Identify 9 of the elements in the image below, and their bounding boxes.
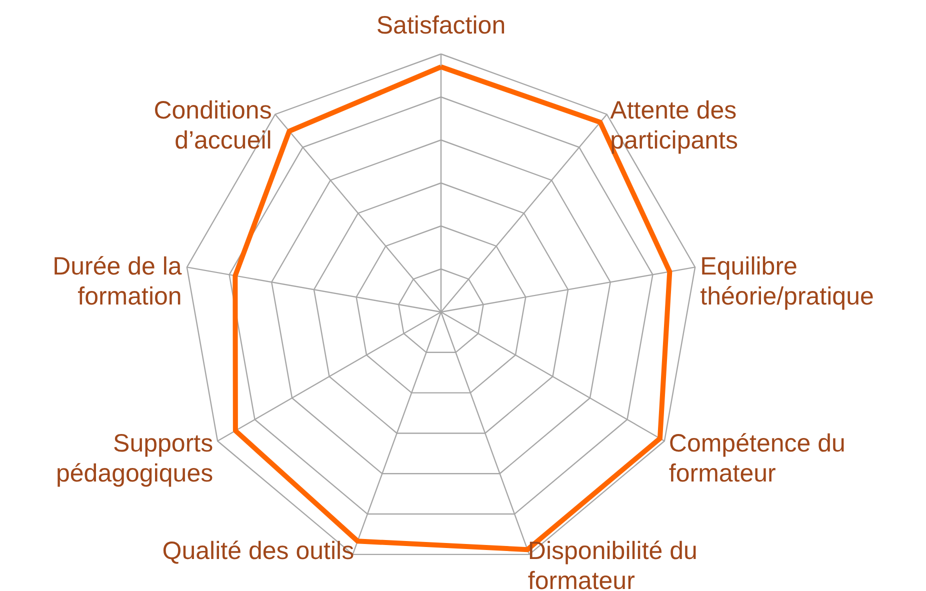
spoke-label: Durée de la formation [52, 252, 182, 310]
spoke-label: Attente des participants [610, 96, 738, 154]
spoke-label: Supports pédagogiques [56, 430, 214, 488]
spoke-label: Satisfaction [376, 12, 506, 40]
spoke-label: Disponibilité du formateur [528, 536, 698, 591]
spoke-label: Qualité des outils [162, 536, 354, 565]
spoke-label: Compétence du formateur [668, 430, 846, 488]
spoke-label: Conditions d’accueil [154, 96, 272, 154]
spoke-label: Equilibre théorie/pratique [700, 252, 874, 310]
